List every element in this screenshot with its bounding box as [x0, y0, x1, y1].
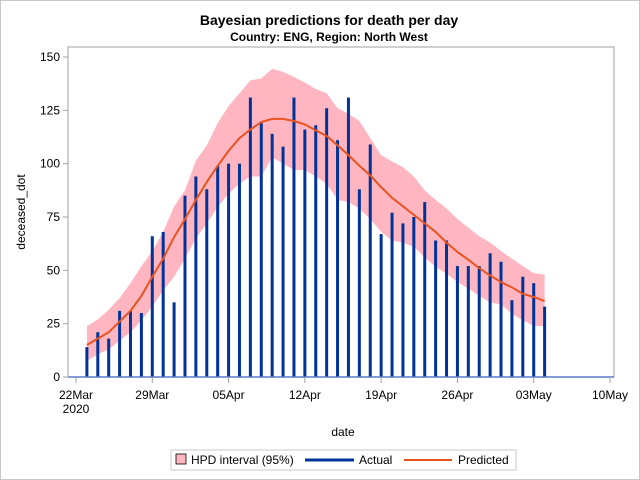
legend-label-predicted: Predicted — [458, 453, 509, 467]
actual-bar — [445, 240, 449, 377]
x-tick-sublabel: 2020 — [63, 402, 90, 416]
actual-bar — [292, 97, 296, 378]
actual-bar — [390, 212, 394, 377]
chart-title: Bayesian predictions for death per day — [200, 12, 459, 28]
actual-bar — [532, 283, 536, 377]
legend-label-actual: Actual — [359, 453, 392, 467]
y-tick-label: 125 — [40, 103, 60, 117]
x-tick-label: 12Apr — [289, 388, 321, 402]
chart-subtitle: Country: ENG, Region: North West — [230, 30, 428, 44]
actual-bar — [488, 253, 492, 377]
x-tick-label: 26Apr — [441, 388, 473, 402]
x-tick-label: 03May — [516, 388, 552, 402]
actual-bar — [477, 266, 481, 377]
y-tick-label: 150 — [40, 50, 60, 64]
actual-bar — [368, 144, 372, 377]
actual-bar — [150, 236, 154, 377]
x-tick-label: 05Apr — [213, 388, 245, 402]
y-tick-label: 100 — [40, 157, 60, 171]
actual-bar — [510, 300, 514, 377]
actual-bar — [161, 231, 165, 377]
actual-bar — [139, 313, 143, 377]
actual-bar — [412, 217, 416, 377]
legend-label-hpd: HPD interval (95%) — [191, 453, 294, 467]
y-tick-label: 75 — [47, 210, 61, 224]
actual-bar — [423, 202, 427, 377]
actual-bar — [118, 310, 122, 377]
actual-bar — [314, 125, 318, 378]
actual-bar — [259, 123, 263, 377]
y-tick-label: 50 — [47, 263, 61, 277]
actual-bar — [455, 266, 459, 377]
predicted-line — [86, 117, 545, 346]
actual-bar — [379, 234, 383, 377]
actual-bar — [172, 302, 176, 377]
actual-bar — [499, 261, 503, 377]
y-tick-label: 0 — [53, 370, 60, 384]
x-tick-label: 19Apr — [365, 388, 397, 402]
x-tick-label: 29Mar — [135, 388, 169, 402]
actual-bar — [543, 306, 547, 377]
actual-bar — [357, 189, 361, 377]
y-tick-label: 25 — [47, 317, 61, 331]
actual-bar — [303, 129, 307, 377]
legend: HPD interval (95%) Actual Predicted — [170, 449, 517, 471]
y-axis-label: deceased_dot — [14, 174, 28, 250]
actual-bar — [227, 163, 231, 377]
actual-bar — [434, 240, 438, 377]
actual-bar — [128, 310, 132, 377]
actual-bar — [216, 165, 220, 377]
x-tick-label: 22Mar — [59, 388, 93, 402]
actual-bar — [466, 266, 470, 377]
plot-border — [67, 46, 615, 378]
x-tick-label: 10May — [592, 388, 628, 402]
actual-bar — [401, 223, 405, 377]
actual-bar — [521, 276, 525, 377]
actual-bar — [96, 332, 100, 377]
legend-swatch-hpd — [175, 453, 187, 465]
actual-bar — [270, 133, 274, 377]
actual-bar — [248, 97, 252, 378]
actual-bar — [205, 189, 209, 377]
actual-bar — [336, 140, 340, 377]
actual-bar — [194, 176, 198, 377]
actual-bar — [281, 146, 285, 377]
actual-bar — [325, 108, 329, 377]
actual-bar — [183, 195, 187, 377]
actual-bar — [85, 347, 89, 377]
actual-bar — [346, 97, 350, 378]
x-axis-label: date — [331, 425, 355, 439]
actual-bar — [107, 338, 111, 377]
actual-bar — [237, 163, 241, 377]
